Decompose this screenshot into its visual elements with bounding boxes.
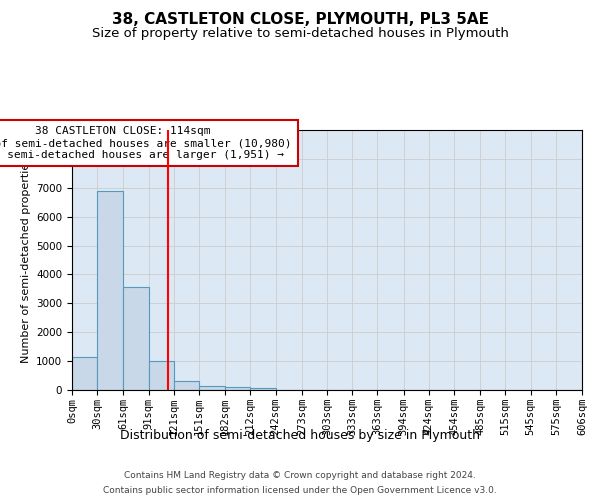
Text: Distribution of semi-detached houses by size in Plymouth: Distribution of semi-detached houses by … (120, 428, 480, 442)
Bar (97, 191, 124, 390)
Text: 38 CASTLETON CLOSE: 114sqm
← 85% of semi-detached houses are smaller (10,980)
15: 38 CASTLETON CLOSE: 114sqm ← 85% of semi… (0, 126, 291, 160)
Bar (174, 381, 199, 390)
Bar (225, 387, 250, 390)
Text: 38, CASTLETON CLOSE, PLYMOUTH, PL3 5AE: 38, CASTLETON CLOSE, PLYMOUTH, PL3 5AE (112, 12, 488, 28)
Bar (124, 287, 149, 390)
Bar (149, 361, 174, 390)
Y-axis label: Number of semi-detached properties: Number of semi-detached properties (20, 157, 31, 363)
Bar (199, 386, 225, 390)
Text: Contains HM Land Registry data © Crown copyright and database right 2024.: Contains HM Land Registry data © Crown c… (124, 471, 476, 480)
Text: Contains public sector information licensed under the Open Government Licence v3: Contains public sector information licen… (103, 486, 497, 495)
Text: Size of property relative to semi-detached houses in Plymouth: Size of property relative to semi-detach… (92, 28, 508, 40)
Bar (72, 358, 97, 390)
Bar (250, 388, 275, 390)
